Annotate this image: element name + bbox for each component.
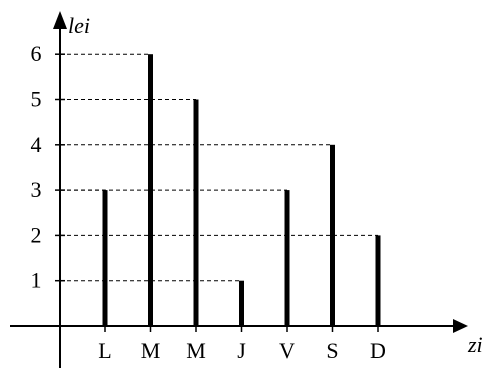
x-tick-label: S [326, 338, 338, 363]
x-tick-label: M [186, 338, 206, 363]
y-tick-label: 4 [31, 132, 42, 157]
y-axis-label: lei [68, 13, 90, 38]
y-axis-arrow-icon [53, 11, 67, 29]
x-tick-label: J [237, 338, 246, 363]
y-tick-label: 5 [31, 87, 42, 112]
x-tick-label: M [141, 338, 161, 363]
bar [284, 190, 290, 326]
axes [10, 11, 468, 368]
y-tick-label: 1 [31, 268, 42, 293]
bar [148, 54, 153, 326]
bar [102, 190, 108, 326]
y-tick-label: 3 [31, 177, 42, 202]
y-tick-labels: 1 2 3 4 5 6 [31, 41, 42, 293]
x-axis-arrow-icon [453, 319, 468, 333]
bar [239, 280, 244, 326]
x-axis-label: zi [467, 332, 483, 357]
x-tick-label: L [98, 338, 111, 363]
tick-marks [55, 53, 379, 332]
bar [330, 144, 335, 326]
bar [193, 99, 199, 326]
x-tick-label: V [279, 338, 295, 363]
y-tick-label: 2 [31, 222, 42, 247]
x-tick-label: D [370, 338, 386, 363]
bars [102, 54, 381, 326]
bar [375, 235, 381, 326]
y-tick-label: 6 [31, 41, 42, 66]
